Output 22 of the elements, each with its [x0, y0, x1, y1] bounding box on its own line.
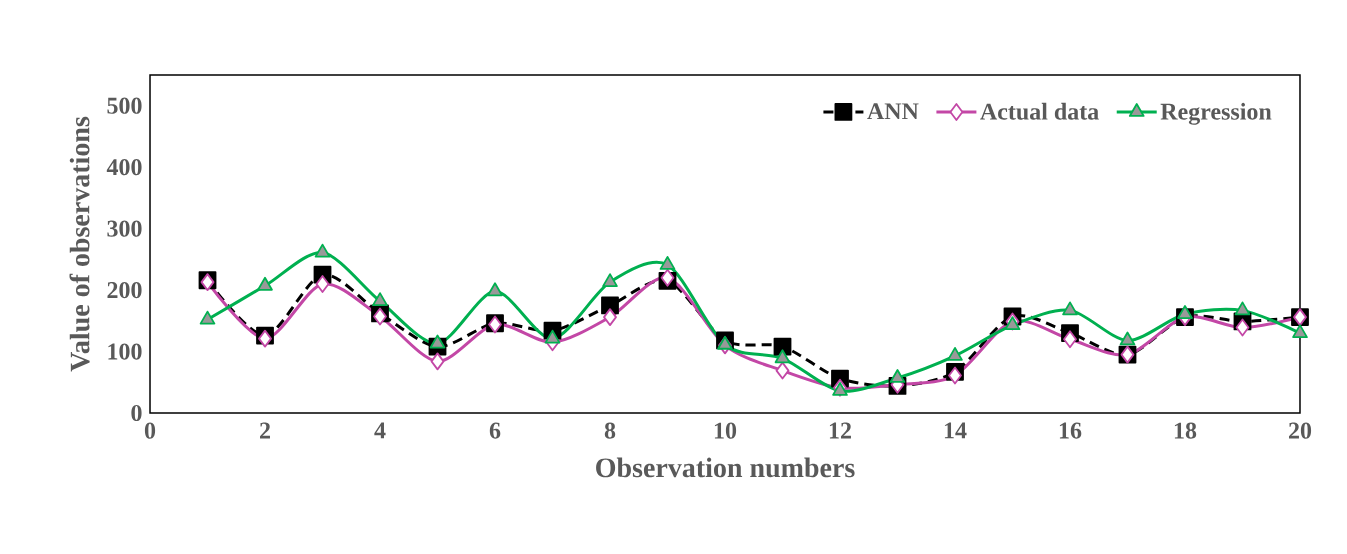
legend-label: Regression — [1160, 102, 1272, 125]
x-axis-title: Observation numbers — [596, 457, 855, 478]
x-tick-label: 8 — [604, 422, 616, 439]
x-tick-label: 4 — [374, 422, 386, 439]
y-tick-label: 500 — [107, 97, 142, 114]
x-tick-label: 14 — [944, 422, 967, 439]
x-tick-label: 18 — [1174, 422, 1197, 439]
y-tick-label: 200 — [107, 281, 142, 299]
x-tick-label: 10 — [714, 422, 737, 439]
y-tick-label: 100 — [108, 343, 142, 360]
y-axis-title: Value of observations — [69, 116, 90, 372]
y-tick-label: 0 — [131, 404, 142, 422]
x-tick-label: 2 — [260, 422, 270, 439]
x-tick-label: 12 — [829, 422, 851, 439]
x-tick-label: 20 — [1288, 422, 1312, 439]
x-tick-label: 6 — [489, 422, 501, 439]
x-tick-label: 16 — [1059, 422, 1082, 439]
legend-label: Actual data — [980, 102, 1099, 120]
y-tick-label: 300 — [107, 220, 142, 237]
x-tick-label: 0 — [144, 422, 156, 439]
y-tick-label: 400 — [106, 159, 142, 176]
legend-label: ANN — [867, 103, 919, 120]
